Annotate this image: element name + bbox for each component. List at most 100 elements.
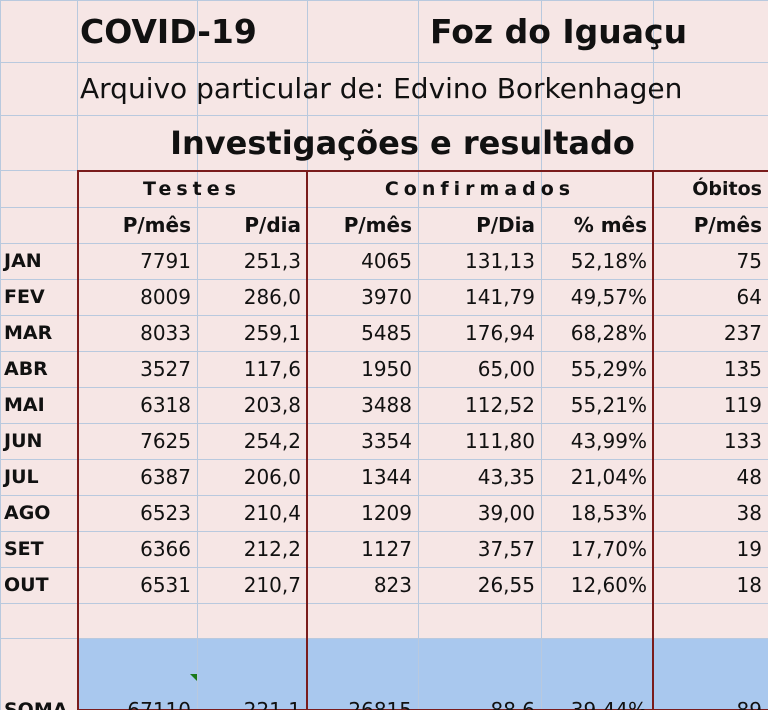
grid-line xyxy=(0,638,768,639)
archive: Arquivo particular de: Edvino Borkenhage… xyxy=(80,72,683,105)
month-value: 286,0 xyxy=(243,285,301,309)
month-value: 52,18% xyxy=(570,249,647,273)
month-value: 8009 xyxy=(140,285,191,309)
column-header: P/mês xyxy=(693,213,762,237)
month-value: 55,21% xyxy=(570,393,647,417)
grid-line xyxy=(418,0,419,710)
grid-line xyxy=(0,279,768,280)
month-value: 823 xyxy=(373,573,412,597)
month-value: 1127 xyxy=(361,537,412,561)
month-value: 7625 xyxy=(140,429,191,453)
grid-line xyxy=(0,495,768,496)
month-value: 39,00 xyxy=(477,501,535,525)
border xyxy=(652,170,654,710)
month-value: 49,57% xyxy=(570,285,647,309)
month-value: 111,80 xyxy=(465,429,535,453)
grid-line xyxy=(0,387,768,388)
month-label: AGO xyxy=(4,502,51,524)
month-value: 6318 xyxy=(140,393,191,417)
column-header: % mês xyxy=(573,213,647,237)
month-value: 75 xyxy=(736,249,762,273)
month-value: 6366 xyxy=(140,537,191,561)
column-header: P/dia xyxy=(244,213,301,237)
month-value: 203,8 xyxy=(243,393,301,417)
month-value: 254,2 xyxy=(243,429,301,453)
month-value: 17,70% xyxy=(570,537,647,561)
grid-line xyxy=(0,0,1,710)
grid-line xyxy=(0,243,768,244)
month-value: 12,60% xyxy=(570,573,647,597)
group-header: Confirmados xyxy=(384,177,576,200)
heading: Investigações e resultado xyxy=(170,123,635,162)
month-value: 237 xyxy=(723,321,762,345)
grid-line xyxy=(0,62,768,63)
month-value: 18,53% xyxy=(570,501,647,525)
month-value: 64 xyxy=(736,285,762,309)
month-value: 48 xyxy=(736,465,762,489)
month-label: JUL xyxy=(4,466,39,488)
month-value: 18 xyxy=(736,573,762,597)
month-value: 26,55 xyxy=(477,573,535,597)
month-value: 37,57 xyxy=(477,537,535,561)
month-value: 117,6 xyxy=(243,357,301,381)
month-value: 119 xyxy=(723,393,762,417)
month-value: 3970 xyxy=(361,285,412,309)
month-value: 1344 xyxy=(361,465,412,489)
column-header: P/Dia xyxy=(476,213,535,237)
border xyxy=(77,170,79,710)
month-value: 210,4 xyxy=(243,501,301,525)
month-value: 8033 xyxy=(140,321,191,345)
month-value: 6531 xyxy=(140,573,191,597)
month-value: 251,3 xyxy=(243,249,301,273)
title: COVID-19 xyxy=(80,11,257,51)
month-value: 1950 xyxy=(361,357,412,381)
month-value: 212,2 xyxy=(243,537,301,561)
month-value: 3527 xyxy=(140,357,191,381)
group-header: Testes xyxy=(143,177,241,200)
border xyxy=(77,170,768,172)
grid-line xyxy=(0,315,768,316)
month-value: 21,04% xyxy=(570,465,647,489)
month-value: 133 xyxy=(723,429,762,453)
grid-line xyxy=(0,115,768,116)
month-value: 176,94 xyxy=(465,321,535,345)
marker xyxy=(190,674,197,681)
grid-line xyxy=(0,603,768,604)
month-value: 206,0 xyxy=(243,465,301,489)
grid-line xyxy=(0,0,768,1)
month-label: OUT xyxy=(4,574,49,596)
month-value: 65,00 xyxy=(477,357,535,381)
month-value: 43,99% xyxy=(570,429,647,453)
place: Foz do Iguaçu xyxy=(430,11,688,51)
month-label: MAI xyxy=(4,394,45,416)
month-value: 210,7 xyxy=(243,573,301,597)
month-label: JUN xyxy=(4,430,43,452)
month-value: 6387 xyxy=(140,465,191,489)
month-value: 5485 xyxy=(361,321,412,345)
month-label: MAR xyxy=(4,322,53,344)
month-label: SET xyxy=(4,538,44,560)
group-header: Óbitos xyxy=(692,177,762,200)
border xyxy=(306,170,308,710)
month-label: JAN xyxy=(4,250,42,272)
month-label: ABR xyxy=(4,358,48,380)
month-value: 4065 xyxy=(361,249,412,273)
month-value: 3354 xyxy=(361,429,412,453)
month-value: 7791 xyxy=(140,249,191,273)
grid-line xyxy=(197,0,198,710)
month-value: 68,28% xyxy=(570,321,647,345)
grid-line xyxy=(0,567,768,568)
grid-line xyxy=(0,459,768,460)
month-value: 3488 xyxy=(361,393,412,417)
month-value: 38 xyxy=(736,501,762,525)
month-value: 55,29% xyxy=(570,357,647,381)
month-value: 1209 xyxy=(361,501,412,525)
grid-line xyxy=(541,0,542,710)
grid-line xyxy=(0,531,768,532)
month-value: 259,1 xyxy=(243,321,301,345)
column-header: P/mês xyxy=(122,213,191,237)
column-header: P/mês xyxy=(343,213,412,237)
month-value: 131,13 xyxy=(465,249,535,273)
month-value: 19 xyxy=(736,537,762,561)
